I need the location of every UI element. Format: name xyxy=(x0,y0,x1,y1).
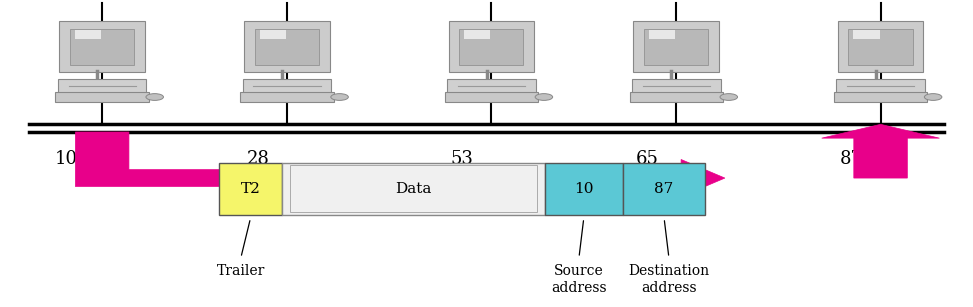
FancyBboxPatch shape xyxy=(75,30,101,39)
FancyBboxPatch shape xyxy=(837,79,924,95)
Text: 10: 10 xyxy=(54,150,78,169)
FancyBboxPatch shape xyxy=(244,21,330,72)
FancyBboxPatch shape xyxy=(70,29,134,65)
FancyBboxPatch shape xyxy=(649,30,675,39)
Bar xyxy=(219,163,282,215)
FancyBboxPatch shape xyxy=(630,92,723,102)
Text: 65: 65 xyxy=(635,150,659,169)
Text: Trailer: Trailer xyxy=(217,264,265,278)
FancyBboxPatch shape xyxy=(838,21,923,72)
FancyBboxPatch shape xyxy=(834,92,927,102)
Text: 53: 53 xyxy=(450,150,474,169)
Bar xyxy=(282,163,545,215)
Text: Destination
address: Destination address xyxy=(629,264,709,295)
Polygon shape xyxy=(76,132,725,197)
Ellipse shape xyxy=(146,94,163,100)
Ellipse shape xyxy=(720,94,738,100)
FancyBboxPatch shape xyxy=(255,29,319,65)
Bar xyxy=(623,163,705,215)
Text: T2: T2 xyxy=(240,182,261,196)
FancyBboxPatch shape xyxy=(445,92,538,102)
FancyBboxPatch shape xyxy=(464,30,490,39)
FancyBboxPatch shape xyxy=(853,30,880,39)
FancyBboxPatch shape xyxy=(59,21,145,72)
FancyBboxPatch shape xyxy=(449,21,534,72)
Text: 10: 10 xyxy=(574,182,594,196)
FancyBboxPatch shape xyxy=(459,29,523,65)
Text: Source
address: Source address xyxy=(551,264,607,295)
Bar xyxy=(545,163,623,215)
Text: 87: 87 xyxy=(840,150,863,169)
FancyBboxPatch shape xyxy=(57,79,146,95)
Text: 28: 28 xyxy=(246,150,270,169)
Polygon shape xyxy=(822,124,940,178)
Text: Data: Data xyxy=(395,182,432,196)
FancyBboxPatch shape xyxy=(848,29,913,65)
Ellipse shape xyxy=(331,94,348,100)
FancyBboxPatch shape xyxy=(632,79,720,95)
FancyBboxPatch shape xyxy=(448,79,535,95)
Ellipse shape xyxy=(535,94,553,100)
FancyBboxPatch shape xyxy=(633,21,719,72)
FancyBboxPatch shape xyxy=(243,79,331,95)
FancyBboxPatch shape xyxy=(55,92,149,102)
FancyBboxPatch shape xyxy=(240,92,334,102)
Text: 87: 87 xyxy=(655,182,673,196)
FancyBboxPatch shape xyxy=(644,29,708,65)
FancyBboxPatch shape xyxy=(260,30,286,39)
Ellipse shape xyxy=(924,94,942,100)
Bar xyxy=(290,165,537,212)
